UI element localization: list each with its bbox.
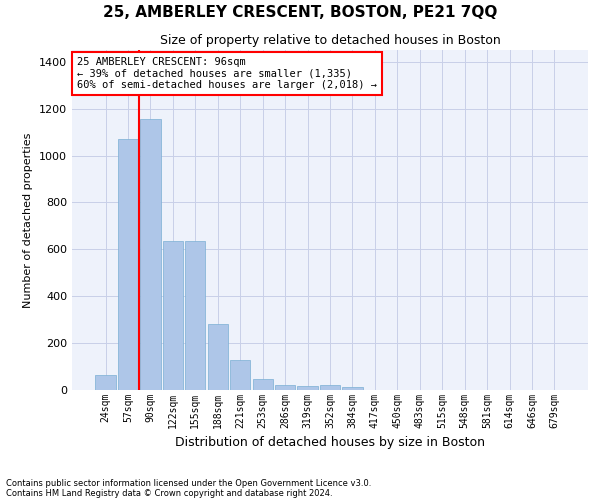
Bar	[140, 119, 161, 390]
Bar	[163, 241, 183, 390]
Bar	[343, 387, 362, 390]
X-axis label: Distribution of detached houses by size in Boston: Distribution of detached houses by size …	[175, 436, 485, 450]
Title: Size of property relative to detached houses in Boston: Size of property relative to detached ho…	[160, 34, 500, 48]
Text: 25 AMBERLEY CRESCENT: 96sqm
← 39% of detached houses are smaller (1,335)
60% of : 25 AMBERLEY CRESCENT: 96sqm ← 39% of det…	[77, 57, 377, 90]
Bar	[298, 386, 317, 390]
Bar	[275, 385, 295, 390]
Y-axis label: Number of detached properties: Number of detached properties	[23, 132, 34, 308]
Bar	[118, 139, 138, 390]
Bar	[208, 324, 228, 390]
Text: Contains public sector information licensed under the Open Government Licence v3: Contains public sector information licen…	[6, 478, 371, 488]
Bar	[185, 241, 205, 390]
Bar	[320, 385, 340, 390]
Bar	[95, 375, 116, 390]
Text: Contains HM Land Registry data © Crown copyright and database right 2024.: Contains HM Land Registry data © Crown c…	[6, 488, 332, 498]
Bar	[253, 380, 273, 390]
Bar	[230, 360, 250, 390]
Text: 25, AMBERLEY CRESCENT, BOSTON, PE21 7QQ: 25, AMBERLEY CRESCENT, BOSTON, PE21 7QQ	[103, 5, 497, 20]
